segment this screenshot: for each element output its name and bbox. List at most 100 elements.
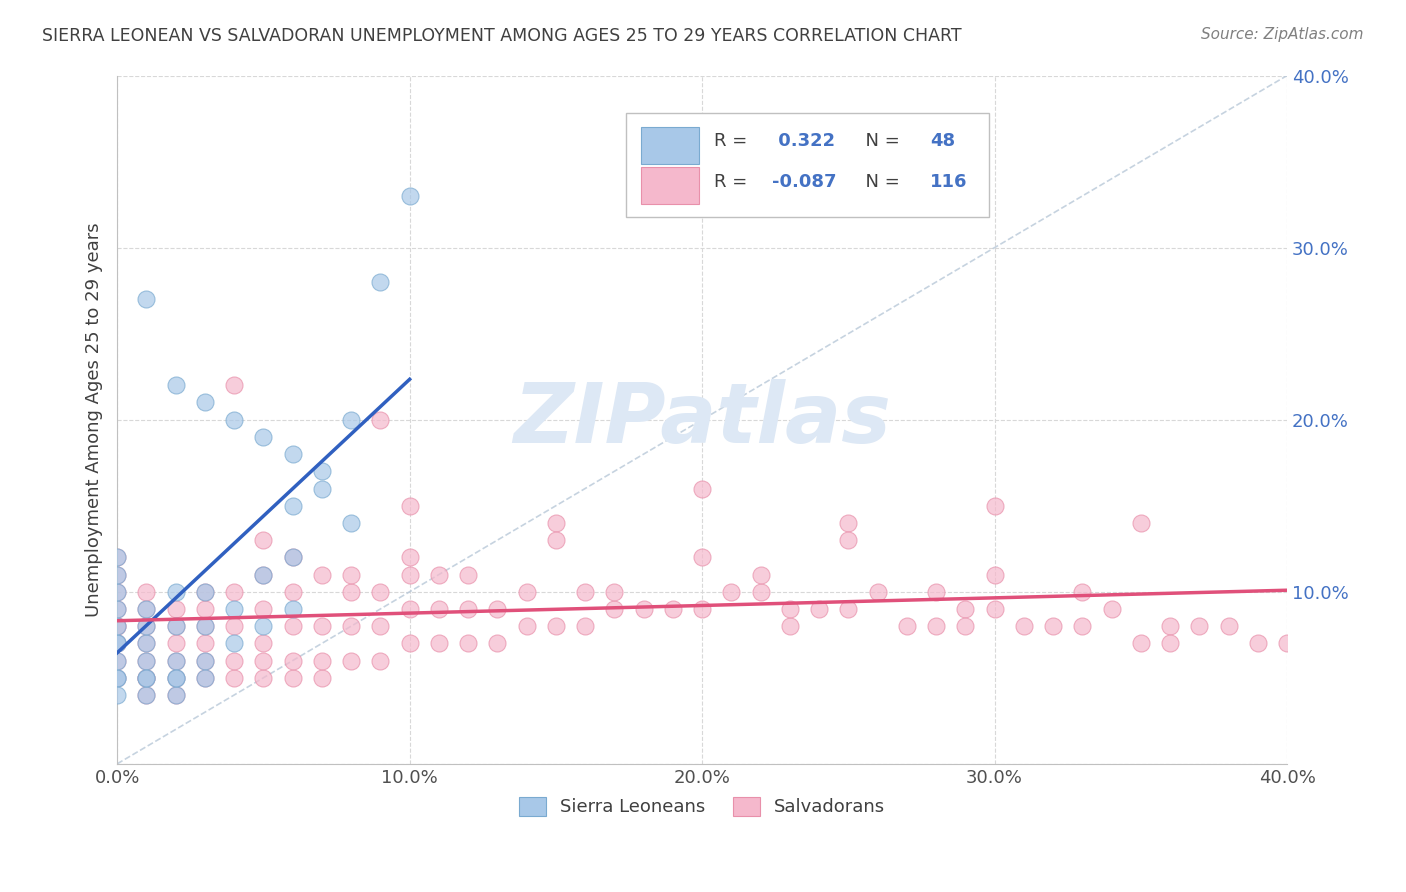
Point — [105, 602, 128, 616]
Point — [165, 619, 187, 633]
Point — [690, 602, 713, 616]
Point — [516, 584, 538, 599]
Point — [165, 619, 187, 633]
Point — [398, 567, 420, 582]
Point — [224, 671, 246, 685]
Point — [135, 671, 157, 685]
Point — [311, 619, 333, 633]
Point — [135, 671, 157, 685]
Point — [1218, 619, 1240, 633]
Point — [1275, 636, 1298, 650]
Point — [194, 395, 217, 409]
Point — [1042, 619, 1064, 633]
FancyBboxPatch shape — [641, 128, 699, 164]
Point — [398, 550, 420, 565]
Point — [135, 636, 157, 650]
Point — [105, 567, 128, 582]
Point — [370, 619, 392, 633]
Point — [955, 602, 977, 616]
Point — [370, 412, 392, 426]
Point — [224, 654, 246, 668]
Point — [105, 654, 128, 668]
Point — [252, 567, 274, 582]
Point — [252, 602, 274, 616]
Point — [105, 584, 128, 599]
Point — [486, 602, 509, 616]
Text: R =: R = — [714, 173, 752, 191]
Point — [398, 499, 420, 513]
Point — [165, 671, 187, 685]
Point — [281, 499, 304, 513]
Y-axis label: Unemployment Among Ages 25 to 29 years: Unemployment Among Ages 25 to 29 years — [86, 222, 103, 617]
Point — [779, 619, 801, 633]
Point — [281, 550, 304, 565]
Point — [252, 636, 274, 650]
Point — [281, 619, 304, 633]
Point — [690, 550, 713, 565]
Point — [194, 584, 217, 599]
Point — [281, 654, 304, 668]
Point — [457, 567, 479, 582]
Point — [1129, 516, 1152, 530]
Point — [955, 619, 977, 633]
Point — [1159, 636, 1181, 650]
Point — [105, 584, 128, 599]
Point — [105, 654, 128, 668]
Point — [135, 602, 157, 616]
Text: ZIPatlas: ZIPatlas — [513, 379, 891, 460]
Point — [1188, 619, 1211, 633]
Point — [633, 602, 655, 616]
Point — [281, 584, 304, 599]
Point — [281, 671, 304, 685]
Point — [544, 533, 567, 548]
Text: 48: 48 — [931, 132, 956, 150]
Point — [574, 619, 596, 633]
Point — [135, 584, 157, 599]
Point — [690, 482, 713, 496]
Point — [224, 602, 246, 616]
Point — [165, 671, 187, 685]
Point — [486, 636, 509, 650]
Point — [165, 378, 187, 392]
Point — [252, 567, 274, 582]
Point — [574, 584, 596, 599]
Point — [457, 636, 479, 650]
Point — [105, 671, 128, 685]
Point — [105, 636, 128, 650]
Point — [370, 654, 392, 668]
Point — [165, 688, 187, 702]
Point — [165, 654, 187, 668]
Point — [194, 671, 217, 685]
Point — [866, 584, 889, 599]
FancyBboxPatch shape — [626, 113, 988, 217]
Point — [165, 654, 187, 668]
Point — [925, 619, 948, 633]
Point — [311, 482, 333, 496]
Point — [105, 619, 128, 633]
Point — [749, 584, 772, 599]
Point — [165, 636, 187, 650]
Point — [135, 671, 157, 685]
Point — [983, 602, 1005, 616]
Point — [165, 688, 187, 702]
Point — [808, 602, 831, 616]
Point — [194, 602, 217, 616]
Point — [105, 671, 128, 685]
Point — [1071, 619, 1094, 633]
Point — [896, 619, 918, 633]
Point — [105, 602, 128, 616]
Point — [135, 602, 157, 616]
Point — [105, 619, 128, 633]
Text: -0.087: -0.087 — [772, 173, 837, 191]
Point — [340, 412, 363, 426]
Point — [340, 619, 363, 633]
Point — [252, 671, 274, 685]
Point — [194, 671, 217, 685]
Point — [398, 602, 420, 616]
Point — [1159, 619, 1181, 633]
Point — [194, 584, 217, 599]
Point — [516, 619, 538, 633]
Point — [135, 671, 157, 685]
Point — [427, 567, 450, 582]
Point — [105, 550, 128, 565]
